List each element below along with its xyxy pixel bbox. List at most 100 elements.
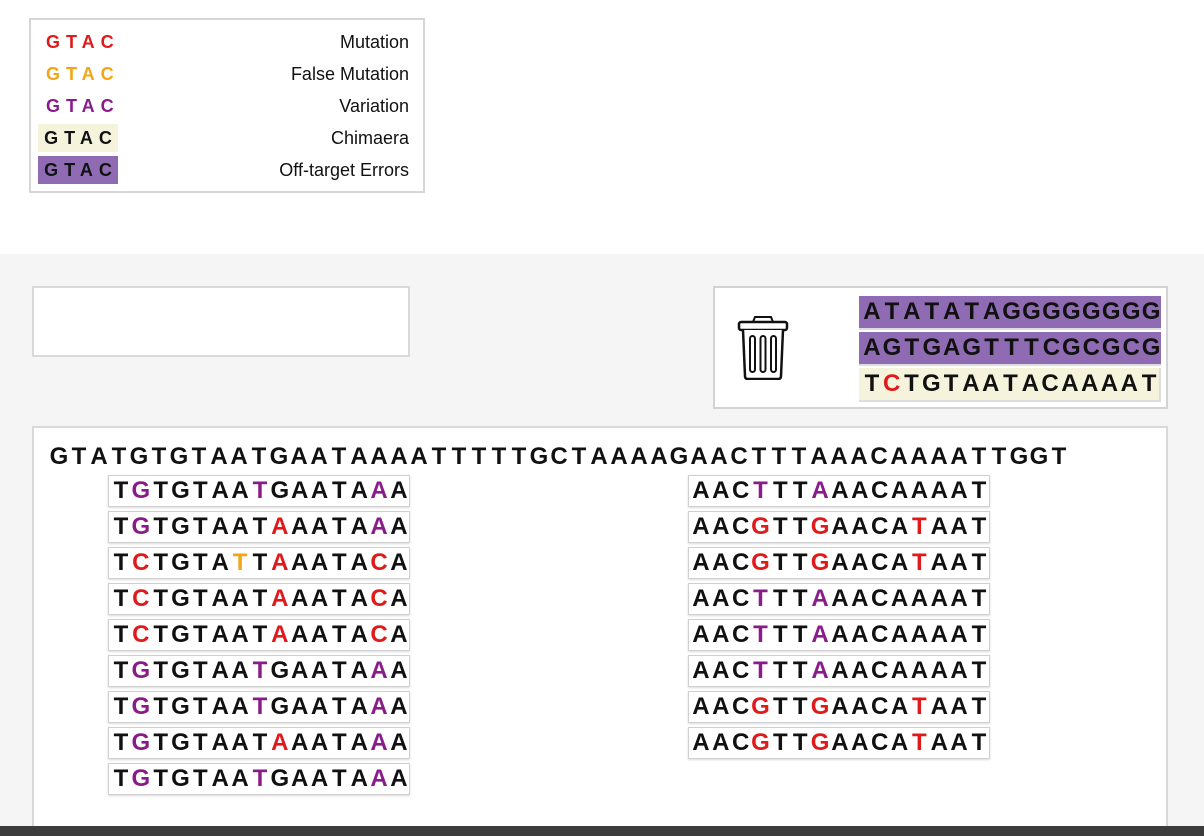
base-letter: T xyxy=(971,477,987,504)
base-letter: A xyxy=(370,477,388,504)
base-letter: T xyxy=(252,477,268,504)
base-letter: A xyxy=(890,443,908,470)
base-letter: A xyxy=(271,621,289,648)
base-letter: T xyxy=(252,657,268,684)
base-letter: T xyxy=(153,765,168,792)
base-letter: T xyxy=(792,585,808,612)
base-letter: G xyxy=(810,729,830,756)
base-letter: A xyxy=(350,693,368,720)
base-letter: A xyxy=(930,621,948,648)
base-letter: A xyxy=(851,621,869,648)
base-letter: T xyxy=(451,443,467,470)
base-letter: G xyxy=(171,513,190,540)
base-letter: C xyxy=(870,513,889,540)
base-letter: A xyxy=(851,585,869,612)
base-letter: A xyxy=(290,549,309,576)
base-letter: G xyxy=(171,477,190,504)
base-letter: T xyxy=(792,657,808,684)
base-letter: A xyxy=(231,765,249,792)
trash-can-icon[interactable] xyxy=(737,316,789,380)
base-letter: T xyxy=(113,765,129,792)
base-letter: T xyxy=(153,585,168,612)
base-letter: C xyxy=(1122,334,1140,361)
base-letter: A xyxy=(851,657,869,684)
base-letter: G xyxy=(751,549,770,576)
base-letter: A xyxy=(1100,370,1119,397)
base-letter: A xyxy=(890,549,909,576)
base-letter: C xyxy=(132,621,150,648)
base-letter: G xyxy=(669,443,689,470)
base-letter: C xyxy=(870,693,889,720)
base-letter: T xyxy=(1141,370,1157,397)
base-letter: A xyxy=(590,443,608,470)
legend-swatch: GTAC xyxy=(38,124,118,152)
base-letter: T xyxy=(792,477,808,504)
base-letter: A xyxy=(903,298,921,325)
base-letter: G xyxy=(751,693,770,720)
base-letter: A xyxy=(211,477,229,504)
base-letter: T xyxy=(971,657,987,684)
legend-row: GTAC Variation xyxy=(31,90,423,122)
base-letter: T xyxy=(193,549,208,576)
base-letter: T xyxy=(153,693,168,720)
base-letter: A xyxy=(231,513,249,540)
base-letter: A xyxy=(710,443,728,470)
base-letter: G xyxy=(270,657,290,684)
base-letter: G xyxy=(270,477,290,504)
base-letter: A xyxy=(950,621,968,648)
base-letter: T xyxy=(193,477,208,504)
base-letter: A xyxy=(231,477,249,504)
base-letter: T xyxy=(773,729,788,756)
base-letter: G xyxy=(131,693,151,720)
base-letter: G xyxy=(1141,334,1161,361)
base-letter: A xyxy=(290,765,309,792)
base-letter: G xyxy=(171,585,190,612)
base-letter: A xyxy=(712,729,730,756)
base-letter: A xyxy=(811,621,829,648)
base-letter: A xyxy=(831,477,849,504)
base-letter: A xyxy=(910,443,928,470)
base-letter: T xyxy=(331,443,347,470)
base-letter: A xyxy=(692,657,710,684)
base-letter: A xyxy=(230,443,248,470)
base-letter: C xyxy=(870,729,889,756)
base-letter: A xyxy=(211,513,229,540)
base-letter: A xyxy=(690,443,708,470)
empty-read-slot[interactable] xyxy=(32,286,410,357)
base-letter: A xyxy=(831,729,849,756)
legend-swatch: GTAC xyxy=(38,60,118,88)
legend-row: GTAC Chimaera xyxy=(31,122,423,154)
base-letter: A xyxy=(350,549,368,576)
base-letter: A xyxy=(910,621,929,648)
base-letter: T xyxy=(153,729,168,756)
base-letter: G xyxy=(1029,443,1049,470)
base-letter: A xyxy=(950,513,968,540)
base-letter: T xyxy=(232,549,248,576)
base-letter: G xyxy=(1062,298,1081,325)
base-letter: A xyxy=(231,693,249,720)
base-letter: G xyxy=(922,334,942,361)
base-letter: T xyxy=(252,513,268,540)
base-letter: T xyxy=(191,443,207,470)
